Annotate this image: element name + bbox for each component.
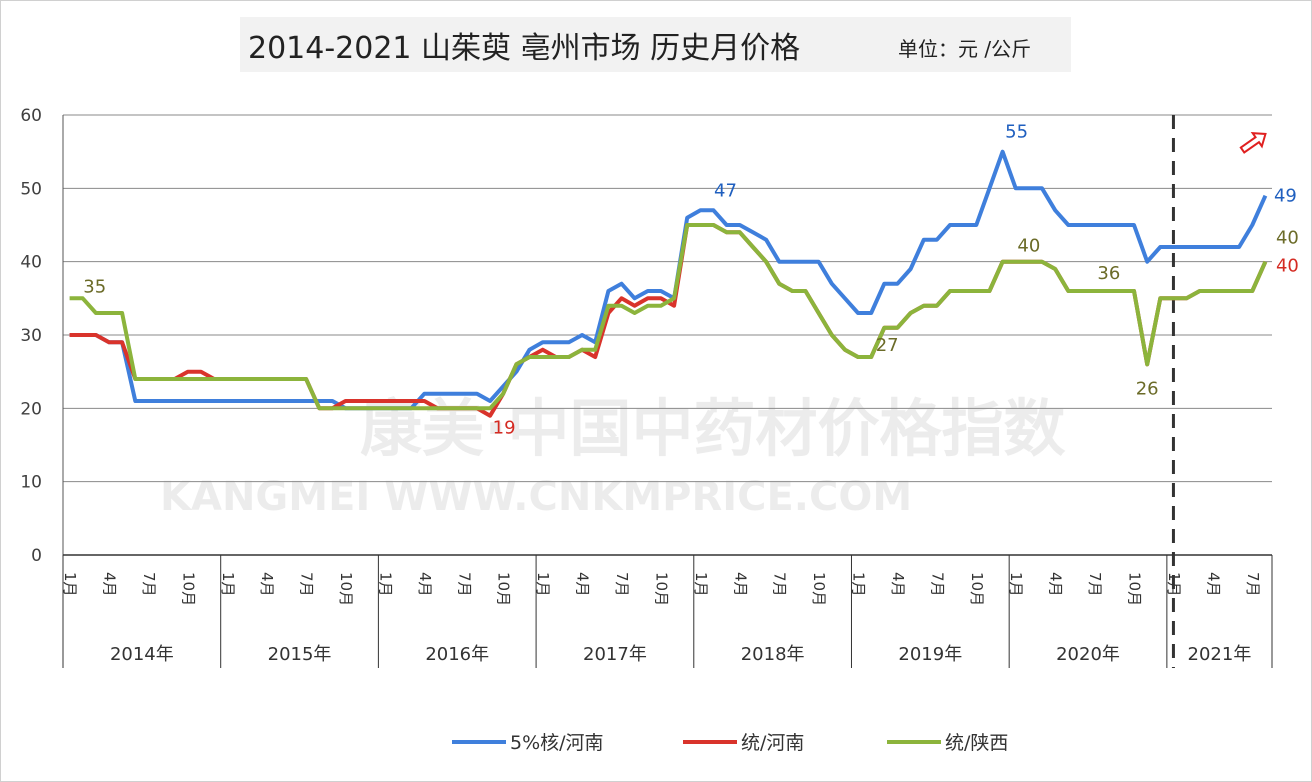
month-tick-label: 1月: [534, 572, 552, 597]
y-tick-label: 60: [20, 106, 42, 126]
title-background: [240, 17, 1071, 72]
month-tick-label: 4月: [1204, 572, 1222, 597]
series-line-0: [69, 149, 1268, 411]
month-tick-label: 1月: [61, 572, 79, 597]
y-tick-label: 20: [20, 399, 42, 419]
y-tick-label: 50: [20, 179, 42, 199]
year-label: 2018年: [741, 644, 805, 665]
up-right-outline-arrow-icon: [1239, 132, 1267, 154]
month-tick-label: 10月: [337, 572, 355, 606]
month-tick-label: 10月: [179, 572, 197, 606]
month-tick-label: 7月: [298, 572, 316, 597]
legend-label: 统/河南: [741, 732, 804, 754]
year-label: 2015年: [268, 644, 332, 665]
data-label: 26: [1136, 378, 1159, 399]
year-label: 2020年: [1056, 644, 1120, 665]
y-tick-label: 10: [20, 473, 42, 493]
month-tick-label: 7月: [771, 572, 789, 597]
month-tick-label: 1月: [1007, 572, 1025, 597]
watermark: 康美·中国中药材价格指数 KANGMEI WWW.CNKMPRICE.COM: [160, 392, 1066, 520]
data-label: 47: [714, 180, 737, 201]
month-tick-label: 7月: [613, 572, 631, 597]
year-label: 2019年: [898, 644, 962, 665]
month-tick-label: 1月: [376, 572, 394, 597]
series-line-2: [69, 223, 1268, 411]
watermark-line1: 康美·中国中药材价格指数: [360, 392, 1066, 465]
data-label: 36: [1097, 263, 1120, 284]
legend-label: 统/陕西: [945, 732, 1008, 754]
data-label: 27: [876, 335, 899, 356]
month-tick-label: 4月: [100, 572, 118, 597]
month-tick-label: 10月: [652, 572, 670, 606]
month-tick-label: 4月: [889, 572, 907, 597]
month-tick-label: 4月: [574, 572, 592, 597]
month-tick-label: 7月: [1244, 572, 1262, 597]
month-tick-label: 4月: [416, 572, 434, 597]
data-label: 35: [83, 276, 106, 297]
month-tick-label: 1月: [850, 572, 868, 597]
y-tick-label: 40: [20, 253, 42, 273]
month-tick-label: 10月: [968, 572, 986, 606]
y-tick-label: 0: [31, 546, 42, 566]
month-tick-label: 4月: [258, 572, 276, 597]
month-tick-label: 4月: [1047, 572, 1065, 597]
chart-unit: 单位：元 /公斤: [898, 37, 1031, 61]
month-tick-label: 10月: [1126, 572, 1144, 606]
y-tick-label: 30: [20, 326, 42, 346]
data-label: 55: [1005, 122, 1028, 143]
data-label: 40: [1017, 236, 1040, 257]
data-label: 40: [1276, 228, 1299, 249]
data-label: 19: [493, 418, 516, 439]
data-label: 49: [1274, 186, 1297, 207]
legend-label: 5%核/河南: [510, 732, 604, 754]
year-label: 2016年: [425, 644, 489, 665]
month-tick-label: 7月: [928, 572, 946, 597]
year-label: 2017年: [583, 644, 647, 665]
year-label: 2021年: [1188, 644, 1252, 665]
month-tick-label: 7月: [455, 572, 473, 597]
month-tick-label: 7月: [140, 572, 158, 597]
series-line-1: [69, 223, 1268, 418]
watermark-line2: KANGMEI WWW.CNKMPRICE.COM: [160, 474, 912, 520]
chart-title: 2014-2021 山茱萸 亳州市场 历史月价格: [248, 31, 800, 66]
month-tick-label: 10月: [810, 572, 828, 606]
year-label: 2014年: [110, 644, 174, 665]
month-tick-label: 7月: [1086, 572, 1104, 597]
month-tick-label: 1月: [219, 572, 237, 597]
data-label: 40: [1276, 256, 1299, 277]
month-tick-label: 10月: [495, 572, 513, 606]
month-tick-label: 1月: [692, 572, 710, 597]
month-tick-label: 4月: [731, 572, 749, 597]
